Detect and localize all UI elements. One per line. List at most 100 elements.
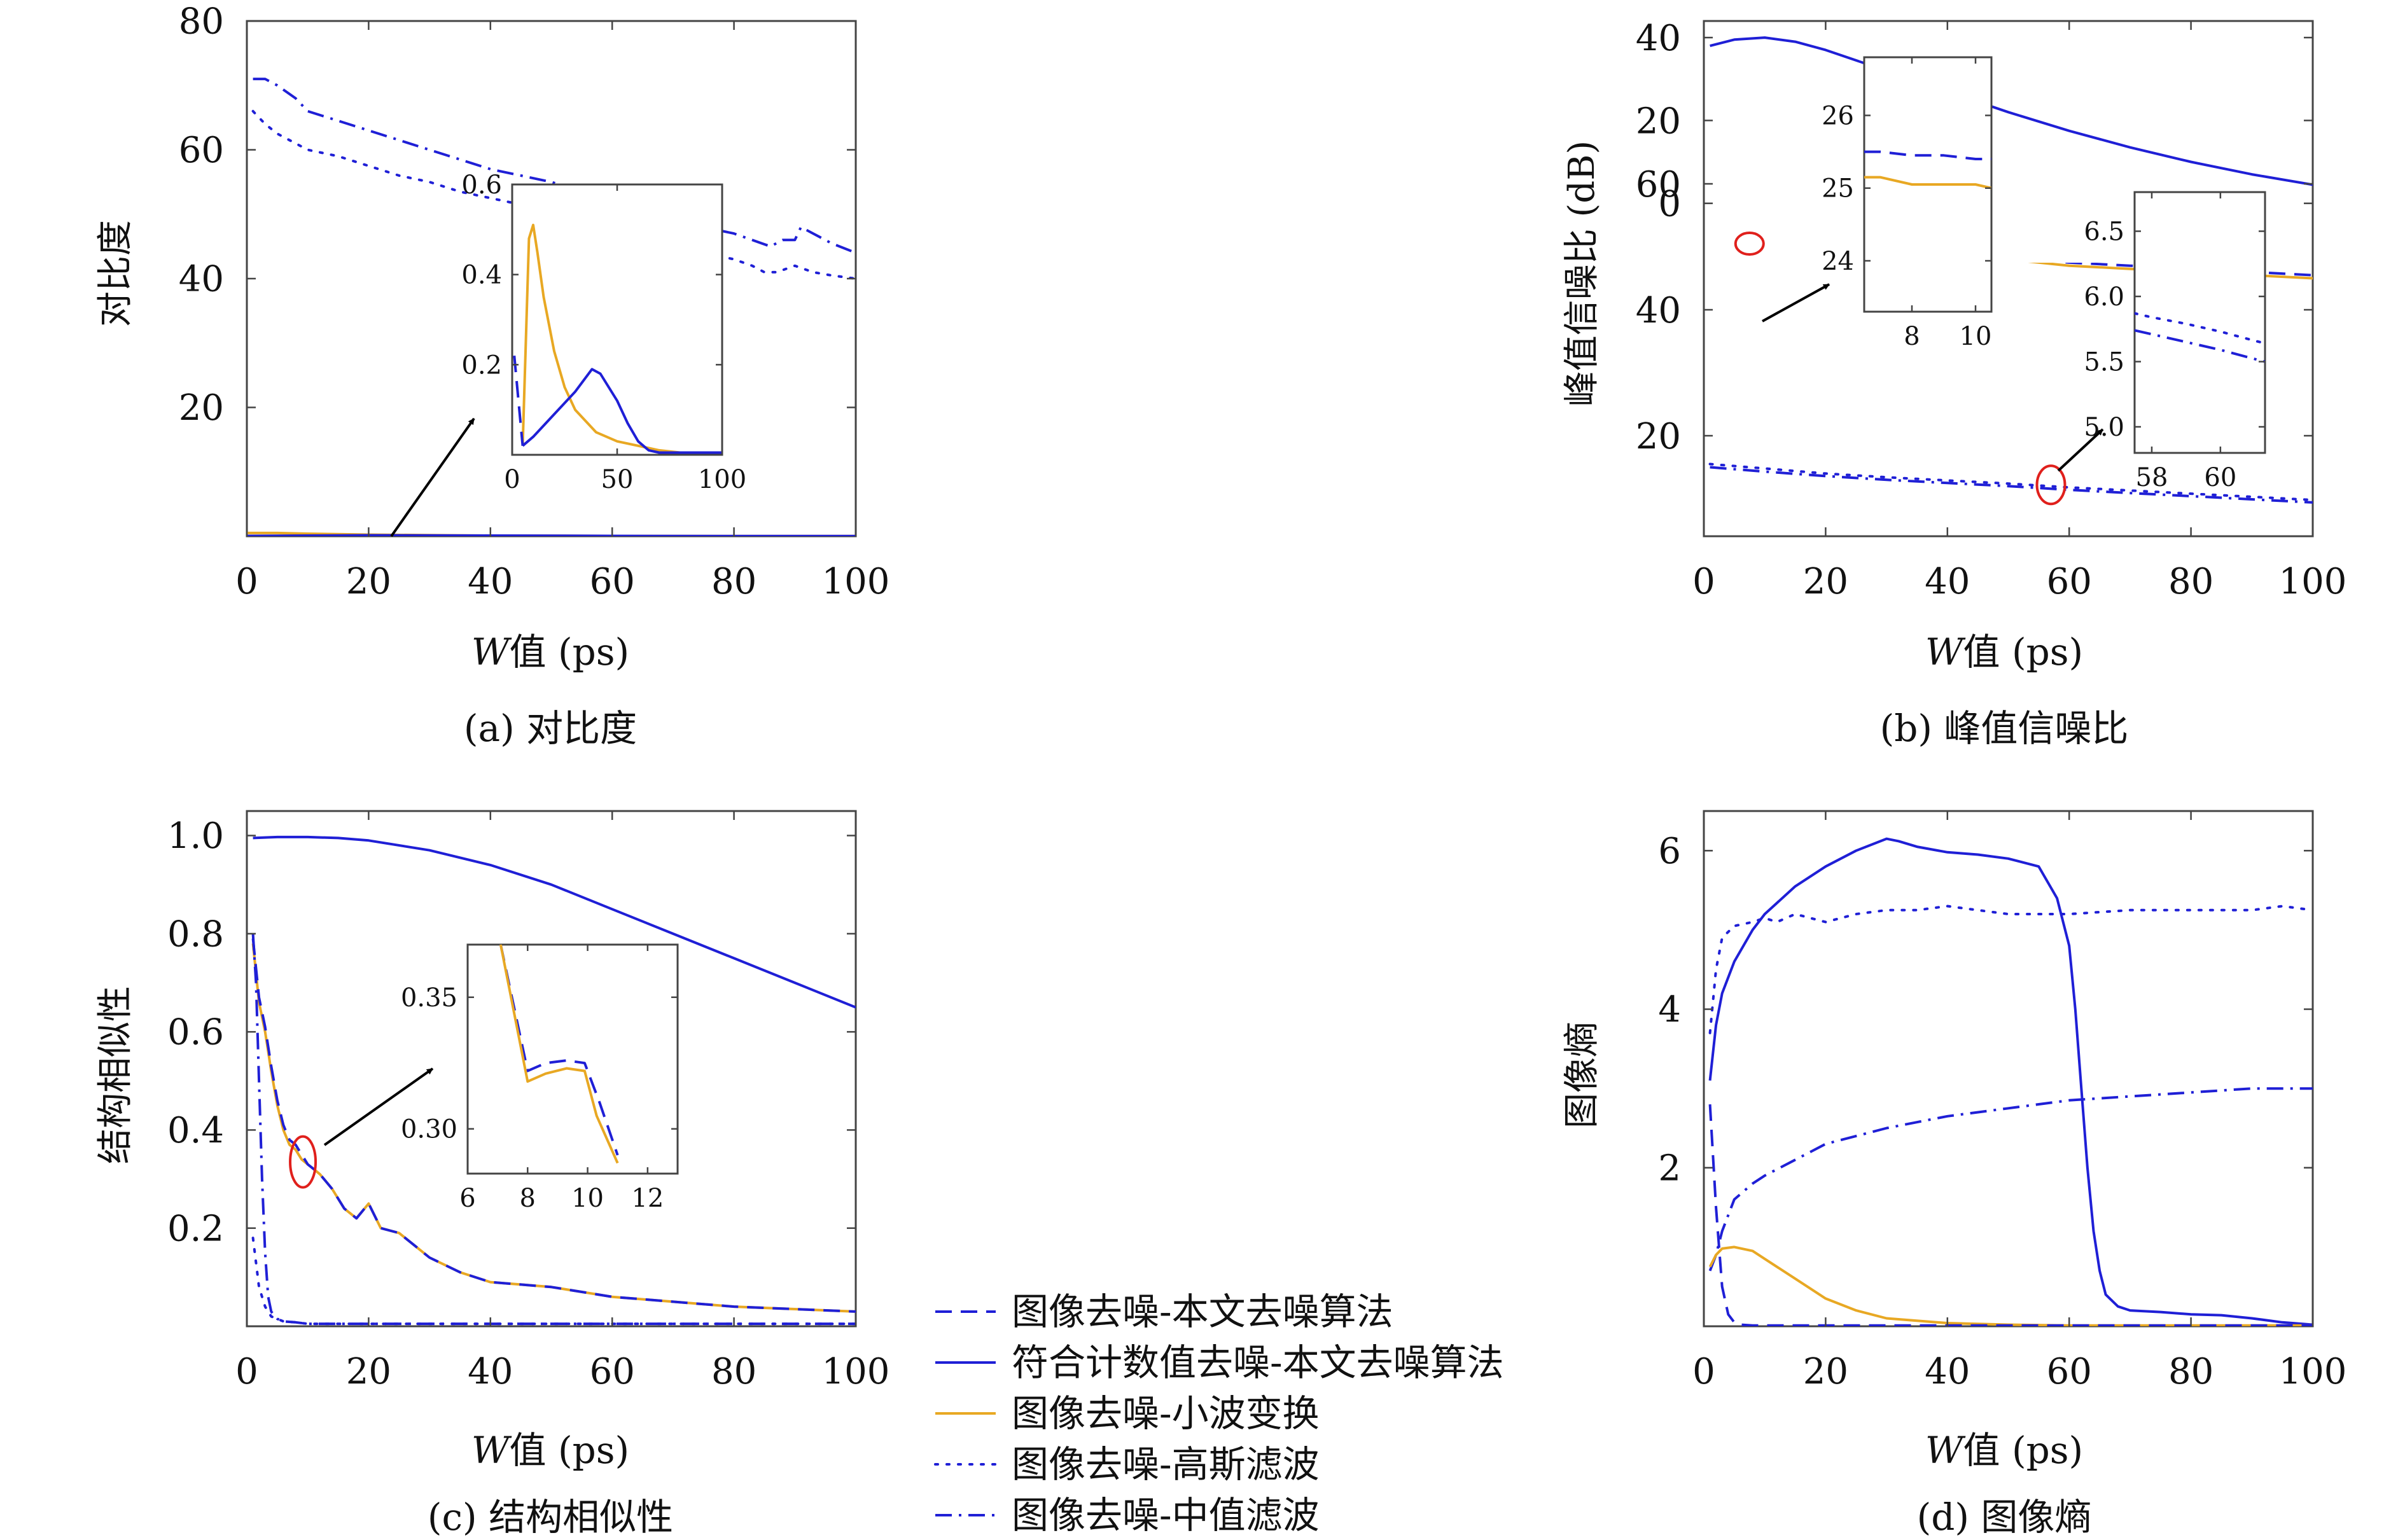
axis-d-ytick-label: 6 <box>1658 831 1681 872</box>
inset-b-2-xtick-label: 60 <box>2204 463 2236 492</box>
axis-c-xtick-label: 0 <box>235 1351 258 1392</box>
xlabel-c-italic: W <box>471 1429 512 1472</box>
inset-a-series-1 <box>522 368 722 454</box>
axis-a-ytick-label: 20 <box>179 387 224 429</box>
zoom-arrow-c <box>323 1067 434 1146</box>
inset-a-xtick-label: 100 <box>698 465 746 494</box>
inset-b-1-xtick-label: 10 <box>1960 322 1992 351</box>
series-b-bottom-3 <box>1710 466 2313 504</box>
axis-b-xtick-label: 0 <box>1692 561 1715 602</box>
axis-b-xtick-label: 20 <box>1803 561 1848 602</box>
inset-c-frame <box>466 943 679 1175</box>
axis-c-ytick-label: 0.2 <box>167 1208 224 1249</box>
xlabel-b-italic: W <box>1925 630 1966 674</box>
caption-a: (a) 对比度 <box>464 707 637 750</box>
axis-b-xtick-label: 100 <box>2279 561 2347 602</box>
zoom-arrow-b-2 <box>2057 428 2104 472</box>
axis-b-xtick-label: 40 <box>1925 561 1970 602</box>
ylabel-d: 图像熵 <box>1561 1022 1603 1128</box>
zoom-arrow-a <box>390 417 475 538</box>
xlabel-d: W值 (ps) <box>1925 1429 2083 1472</box>
panel-d: 0 20 40 60 80 100 2 4 6 <box>1658 810 2347 1392</box>
highlight-ring-c <box>289 1135 317 1189</box>
zoom-arrow-b-1 <box>1762 283 1830 323</box>
inset-a-xtick-label: 50 <box>601 465 634 494</box>
axis-c-ytick-label: 0.8 <box>167 913 224 955</box>
inset-c-series-1 <box>499 945 619 1164</box>
series-c-2 <box>251 938 856 1313</box>
axis-c-xtick-label: 100 <box>822 1351 890 1392</box>
inset-c-series-0 <box>499 945 619 1156</box>
axis-b-ytick-label: 20 <box>1636 101 1681 142</box>
inset-a-ytick-label: 0.6 <box>461 170 502 200</box>
legend-label: 图像去噪-中值滤波 <box>1012 1494 1320 1537</box>
axis-c-ytick-label: 1.0 <box>167 815 224 857</box>
xlabel-a-italic: W <box>471 630 512 674</box>
inset-b-2-series-1 <box>2135 329 2265 363</box>
highlight-ring-b-1 <box>1734 232 1765 256</box>
inset-b-1-ytick-label: 25 <box>1822 174 1854 204</box>
series-b-bottom-2 <box>1708 462 2313 501</box>
xlabel-d-italic: W <box>1925 1429 1966 1472</box>
axis-d-xtick-label: 60 <box>2047 1351 2092 1392</box>
highlight-ring-b-2 <box>2035 464 2067 506</box>
axis-c-xtick-label: 20 <box>346 1351 391 1392</box>
axis-a-xtick-label: 0 <box>235 561 258 602</box>
inset-c-xtick-label: 6 <box>459 1184 475 1213</box>
inset-b-2-ytick-label: 5.5 <box>2084 348 2124 377</box>
inset-b-1-ytick-label: 24 <box>1822 247 1854 276</box>
caption-c: (c) 结构相似性 <box>428 1495 673 1539</box>
inset-a-series-2 <box>513 356 524 446</box>
series-d-4 <box>1708 1104 2313 1326</box>
xlabel-d-text: 值 (ps) <box>1963 1429 2084 1472</box>
axis-c-ytick-label: 0.4 <box>167 1110 224 1151</box>
xlabel-a: W值 (ps) <box>471 630 629 674</box>
axis-b-ytick-label: 40 <box>1636 290 1681 331</box>
series-c-4 <box>251 1237 856 1326</box>
inset-b-2-ytick-label: 5.0 <box>2084 413 2124 442</box>
panel-a: 0 20 40 60 80 100 20 40 60 80 0 50 100 0.2 0.4 0.6 <box>179 1 890 602</box>
axis-d-xtick-label: 80 <box>2168 1351 2213 1392</box>
series-c-3 <box>251 933 856 1326</box>
inset-a-ytick-label: 0.2 <box>461 350 502 380</box>
legend: 图像去噪-本文去噪算法符合计数值去噪-本文去噪算法图像去噪-小波变换图像去噪-高… <box>934 1290 1504 1537</box>
inset-b-2-ytick-label: 6.5 <box>2084 218 2124 247</box>
axis-d-xtick-label: 20 <box>1803 1351 1848 1392</box>
axis-b-ytick-label: 40 <box>1636 18 1681 59</box>
axis-a-xtick-label: 100 <box>822 561 890 602</box>
axis-a-ytick-label: 40 <box>179 259 224 300</box>
inset-c-ytick-label: 0.35 <box>401 983 457 1013</box>
series-d-2 <box>1708 1087 2313 1272</box>
inset-b-1-ytick-label: 26 <box>1822 101 1854 130</box>
legend-label: 符合计数值去噪-本文去噪算法 <box>1012 1341 1504 1384</box>
inset-b-1-series-1 <box>1864 176 1991 190</box>
inset-c-xtick-label: 12 <box>631 1184 664 1213</box>
ylabel-c: 结构相似性 <box>95 986 136 1164</box>
legend-label: 图像去噪-小波变换 <box>1012 1392 1320 1435</box>
axis-a-xtick-label: 40 <box>468 561 513 602</box>
axis-d-xtick-label: 100 <box>2279 1351 2347 1392</box>
axis-b-xtick-label: 60 <box>2047 561 2092 602</box>
axis-c-ytick-label: 0.6 <box>167 1012 224 1053</box>
inset-a-frame <box>511 183 723 456</box>
caption-b: (b) 峰值信噪比 <box>1880 707 2129 750</box>
axis-a-ytick-label: 60 <box>179 130 224 171</box>
plot-area-d <box>1703 810 2314 1328</box>
axis-c-xtick-label: 60 <box>590 1351 635 1392</box>
xlabel-b: W值 (ps) <box>1925 630 2083 674</box>
series-d-0 <box>1708 837 2313 1326</box>
axis-b-ytick-label: 0 <box>1658 184 1681 225</box>
inset-b-1-xtick-label: 8 <box>1904 322 1920 351</box>
axis-d-ytick-label: 4 <box>1658 989 1681 1030</box>
axis-d-xtick-label: 0 <box>1692 1351 1715 1392</box>
legend-label: 图像去噪-高斯滤波 <box>1012 1443 1320 1486</box>
axis-a-xtick-label: 80 <box>711 561 756 602</box>
axis-b-ytick-label: 20 <box>1636 416 1681 457</box>
ylabel-b: 峰值信噪比 (dB) <box>1561 141 1603 407</box>
series-c-0 <box>253 835 856 1009</box>
inset-c-xtick-label: 8 <box>520 1184 536 1213</box>
axis-b-xtick-label: 80 <box>2168 561 2213 602</box>
inset-c-ytick-label: 0.30 <box>401 1115 457 1144</box>
